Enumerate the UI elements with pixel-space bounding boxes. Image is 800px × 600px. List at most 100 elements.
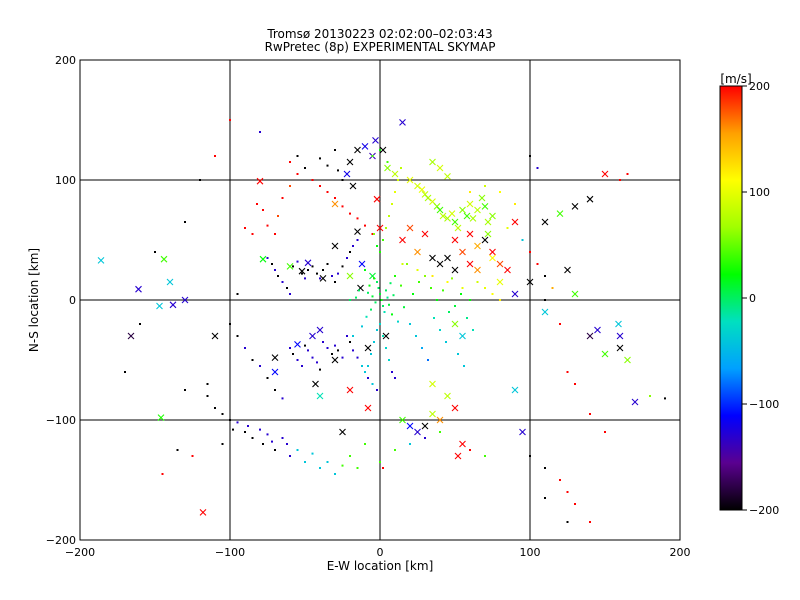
x-marker [451, 266, 459, 274]
dot-marker [379, 149, 381, 151]
dot-marker [247, 425, 249, 427]
dot-marker [251, 437, 254, 439]
dot-marker [319, 185, 321, 187]
colorbar-tick-label: 0 [749, 292, 756, 305]
dot-marker [356, 217, 359, 220]
dot-marker [349, 299, 351, 301]
x-marker [414, 428, 421, 436]
x-tick-label: 100 [520, 546, 541, 559]
x-marker [436, 164, 444, 172]
x-marker [406, 422, 414, 430]
dot-marker [139, 323, 141, 325]
dot-marker [352, 349, 354, 352]
dot-marker [386, 161, 389, 163]
dot-marker [454, 305, 456, 307]
dot-marker [161, 473, 164, 475]
dot-marker [431, 275, 434, 277]
dot-marker [296, 260, 299, 263]
dot-marker [184, 221, 186, 223]
dot-marker [349, 455, 351, 457]
dot-marker [391, 371, 393, 373]
dot-marker [281, 197, 284, 199]
x-marker [346, 386, 354, 394]
dot-marker [436, 299, 438, 301]
dot-marker [544, 467, 546, 469]
x-marker [451, 404, 459, 412]
x-marker [474, 266, 481, 274]
x-marker [312, 380, 319, 388]
dot-marker [521, 239, 524, 241]
axis-ticks [79, 59, 681, 541]
dot-marker [341, 356, 344, 359]
dot-marker [379, 323, 381, 325]
x-marker [331, 200, 339, 208]
dot-marker [341, 179, 344, 181]
x-marker [372, 137, 379, 144]
y-tick-label: 0 [69, 294, 76, 307]
dot-marker [311, 356, 314, 359]
dot-marker [403, 306, 405, 309]
x-marker [414, 248, 421, 256]
dot-marker [529, 155, 531, 157]
x-marker [466, 230, 474, 238]
dot-marker [206, 383, 209, 385]
x-marker [474, 206, 481, 214]
dot-marker [281, 281, 284, 283]
x-marker [331, 242, 339, 250]
x-marker [343, 170, 351, 178]
dot-marker [337, 349, 339, 352]
x-marker [429, 380, 436, 388]
x-marker [339, 428, 346, 436]
dot-marker [373, 277, 375, 280]
x-marker [384, 164, 391, 172]
dot-marker [370, 308, 372, 311]
dot-marker [259, 131, 261, 133]
dot-marker [445, 341, 447, 343]
y-tick-label: 100 [55, 174, 76, 187]
dot-marker [386, 296, 389, 299]
dot-marker [214, 407, 216, 409]
dot-marker [377, 287, 380, 289]
x-marker [444, 392, 451, 400]
dot-marker [337, 169, 339, 172]
dot-marker [379, 293, 381, 295]
dot-marker [307, 269, 309, 271]
x-marker [439, 212, 447, 220]
dot-marker [337, 272, 339, 275]
dot-marker [364, 269, 366, 271]
dot-marker [536, 167, 539, 169]
dot-marker [466, 317, 468, 319]
x-marker [166, 278, 174, 286]
dot-marker [664, 397, 666, 400]
dot-marker [382, 467, 384, 469]
dot-marker [536, 263, 539, 265]
dot-marker [341, 464, 344, 467]
x-marker [379, 146, 387, 154]
x-marker [211, 332, 219, 340]
dot-marker [376, 329, 378, 331]
x-marker [418, 186, 426, 193]
dot-marker [376, 281, 378, 283]
x-marker [319, 275, 327, 282]
x-marker [406, 224, 414, 232]
dot-marker [124, 371, 126, 373]
dot-marker [277, 215, 279, 217]
chart-subtitle: RwPretec (8p) EXPERIMENTAL SKYMAP [265, 40, 496, 54]
dot-marker [406, 263, 408, 265]
dot-marker [304, 277, 306, 280]
x-marker [316, 392, 324, 400]
dot-marker [484, 287, 486, 289]
colorbar-label: [m/s] [720, 72, 751, 86]
dot-marker [281, 397, 284, 400]
dot-marker [214, 155, 216, 157]
axis-tick-labels: −200 −100 0 100 200 −200 −100 0 100 200 [46, 54, 691, 559]
dot-marker [304, 344, 306, 347]
x-marker [364, 344, 372, 352]
dot-marker [451, 277, 453, 280]
dot-marker [446, 281, 449, 283]
dot-marker [356, 467, 359, 469]
dot-marker [619, 179, 621, 181]
dot-marker [304, 167, 306, 169]
dot-marker [397, 320, 399, 323]
